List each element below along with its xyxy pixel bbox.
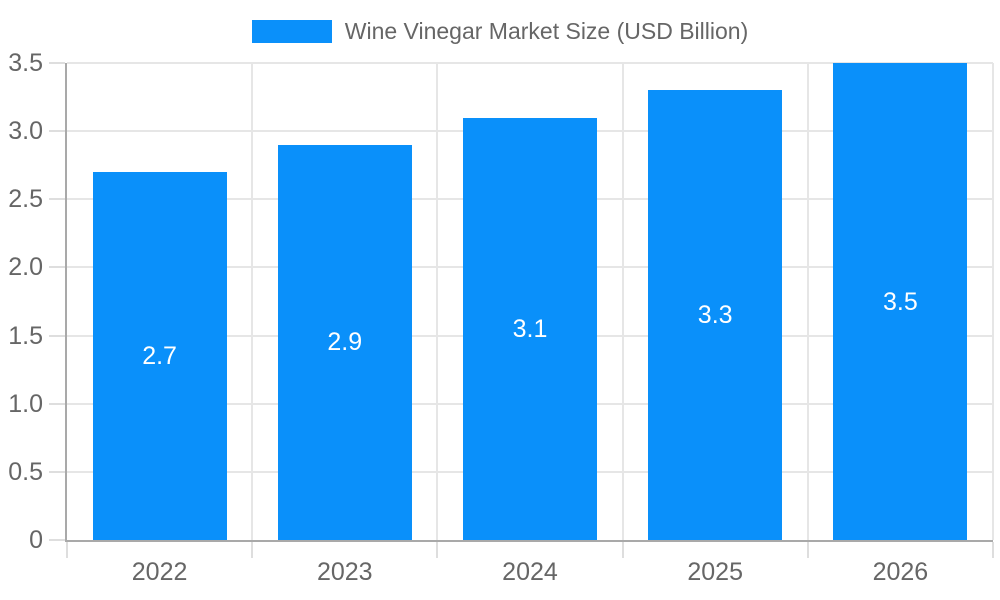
x-tick-mark	[806, 542, 809, 558]
y-tick-mark	[49, 334, 65, 337]
y-axis-tick-label: 0.5	[8, 457, 43, 486]
v-gridline	[436, 63, 439, 540]
y-tick-mark	[49, 470, 65, 473]
bar-2023[interactable]	[277, 144, 412, 540]
legend-marker	[251, 20, 332, 43]
x-tick-mark	[992, 542, 994, 558]
y-axis-tick-label: 2.0	[8, 253, 43, 282]
plot-area	[65, 63, 993, 542]
y-tick-mark	[49, 539, 65, 541]
bar-2026[interactable]	[833, 63, 968, 540]
x-tick-mark	[621, 542, 624, 558]
x-axis-tick-label: 2024	[502, 558, 558, 586]
y-tick-mark	[49, 198, 65, 201]
chart-legend[interactable]: Wine Vinegar Market Size (USD Billion)	[0, 20, 1000, 43]
bar-2025[interactable]	[648, 90, 783, 540]
bar-2022[interactable]	[92, 172, 227, 540]
x-axis-tick-label: 2025	[687, 558, 743, 586]
bar-2024[interactable]	[463, 117, 597, 540]
bar-value-label: 3.3	[697, 301, 733, 330]
v-gridline	[992, 63, 994, 540]
y-axis-tick-label: 0	[29, 526, 43, 554]
x-tick-mark	[251, 542, 254, 558]
v-gridline	[251, 63, 254, 540]
y-axis-tick-label: 3.0	[8, 117, 43, 146]
bar-value-label: 2.9	[327, 328, 363, 357]
h-gridline	[67, 62, 993, 64]
bar-value-label: 3.5	[883, 287, 918, 316]
legend-label: Wine Vinegar Market Size (USD Billion)	[344, 18, 749, 44]
y-axis-tick-label: 1.5	[8, 321, 43, 350]
y-tick-mark	[49, 266, 65, 269]
y-tick-mark	[49, 62, 65, 64]
bar-value-label: 2.7	[142, 342, 177, 370]
x-axis-tick-label: 2026	[872, 558, 929, 586]
x-axis-tick-label: 2022	[131, 558, 188, 586]
x-tick-mark	[66, 542, 68, 558]
v-gridline	[806, 63, 809, 540]
y-tick-mark	[49, 402, 65, 405]
y-axis-tick-label: 3.5	[8, 49, 43, 77]
y-axis-tick-label: 1.0	[8, 389, 43, 418]
x-tick-mark	[436, 542, 439, 558]
x-axis-tick-label: 2023	[316, 558, 373, 586]
v-gridline	[621, 63, 624, 540]
y-axis-tick-label: 2.5	[8, 185, 43, 214]
bar-value-label: 3.1	[512, 314, 548, 343]
y-tick-mark	[49, 130, 65, 133]
